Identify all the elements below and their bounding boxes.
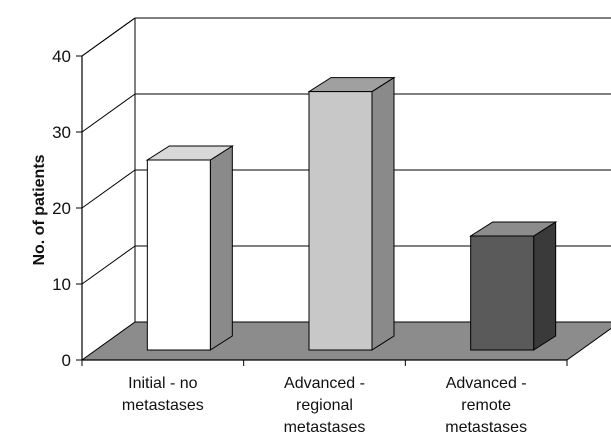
bars [145,76,558,351]
bar-front [470,235,535,351]
y-tick-label: 20 [52,199,71,218]
bar [145,145,235,351]
bar-front [146,159,211,351]
gridline-side [81,93,136,133]
gridline-side [81,169,136,209]
bar-front [308,91,373,351]
x-category-label: Initial - no metastases [122,375,204,414]
y-axis: 0 10 20 30 40 [52,47,567,370]
y-tick-label: 10 [52,275,71,294]
gridline-side [81,245,136,285]
x-axis-categories: Initial - no metastases Advanced -regional… [81,360,568,436]
bar [468,221,558,351]
bar-side [533,221,557,351]
y-axis-label: No. of patients [31,154,48,265]
y-tick-label: 40 [52,47,71,66]
bar [307,76,396,351]
bar-side [371,76,395,351]
gridline-side [81,17,136,57]
y-tick-label: 0 [62,351,71,370]
y-tick-label: 30 [52,123,71,142]
x-category-label: Advanced -remote metastases [445,375,527,436]
bar-side [209,145,233,351]
x-category-label: Advanced -regional metastases [284,375,366,436]
